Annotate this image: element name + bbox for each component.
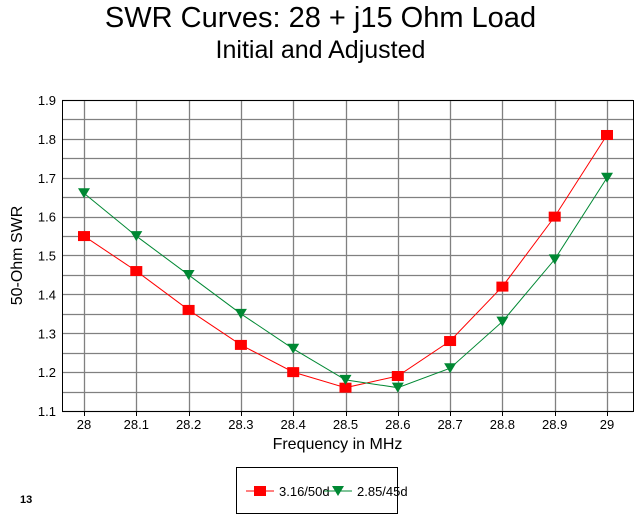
legend-marker-0 — [254, 486, 266, 496]
data-point-1 — [287, 343, 300, 354]
data-point-0 — [444, 336, 457, 347]
x-tick-label: 28.2 — [176, 417, 201, 432]
chart-title: SWR Curves: 28 + j15 Ohm Load — [104, 2, 537, 34]
data-point-1 — [78, 188, 90, 199]
data-point-0 — [130, 266, 143, 277]
y-tick-label: 1.1 — [38, 404, 56, 419]
x-tick-label: 28.7 — [437, 417, 462, 432]
x-tick-label: 28 — [77, 417, 91, 432]
legend-marker-1 — [332, 486, 344, 496]
data-point-1 — [130, 231, 143, 242]
x-tick-label: 28.1 — [124, 417, 149, 432]
data-point-0 — [548, 211, 561, 222]
x-axis-label: Frequency in MHz — [273, 436, 403, 453]
y-tick-label: 1.8 — [38, 132, 56, 147]
chart-subtitle: Initial and Adjusted — [215, 36, 426, 64]
data-point-1 — [548, 254, 561, 265]
y-tick-label: 1.3 — [38, 326, 56, 341]
x-tick-label: 28.9 — [542, 417, 567, 432]
data-point-1 — [182, 269, 195, 280]
legend-label-0: 3.16/50d — [279, 484, 330, 499]
data-point-1 — [339, 374, 352, 385]
x-tick-label: 28.4 — [281, 417, 306, 432]
y-tick-label: 1.7 — [38, 171, 56, 186]
data-point-1 — [391, 382, 404, 393]
x-tick-label: 28.5 — [333, 417, 358, 432]
plot-border — [62, 100, 634, 412]
page-number: 13 — [20, 494, 33, 506]
x-tick-label: 28.6 — [385, 417, 410, 432]
y-axis-label: 50-Ohm SWR — [9, 206, 26, 306]
y-tick-label: 1.5 — [38, 249, 56, 264]
data-point-1 — [234, 308, 247, 319]
data-point-0 — [496, 281, 509, 292]
legend — [236, 467, 398, 514]
data-point-0 — [234, 339, 247, 350]
data-point-0 — [339, 382, 352, 393]
x-tick-label: 28.3 — [228, 417, 253, 432]
y-tick-label: 1.2 — [38, 365, 56, 380]
y-tick-label: 1.6 — [38, 210, 56, 225]
y-tick-label: 1.4 — [38, 287, 56, 302]
data-point-1 — [601, 172, 613, 183]
data-point-0 — [391, 371, 404, 382]
data-point-0 — [287, 367, 300, 378]
data-point-0 — [78, 231, 90, 242]
x-tick-label: 28.8 — [490, 417, 515, 432]
y-tick-label: 1.9 — [38, 93, 56, 108]
series-line-1 — [83, 177, 608, 389]
x-tick-label: 29 — [600, 417, 614, 432]
legend-label-1: 2.85/45d — [357, 484, 408, 499]
data-point-0 — [182, 304, 195, 315]
data-point-1 — [496, 316, 509, 327]
data-point-0 — [601, 129, 613, 140]
series-line-0 — [83, 134, 608, 389]
data-point-1 — [444, 363, 457, 374]
